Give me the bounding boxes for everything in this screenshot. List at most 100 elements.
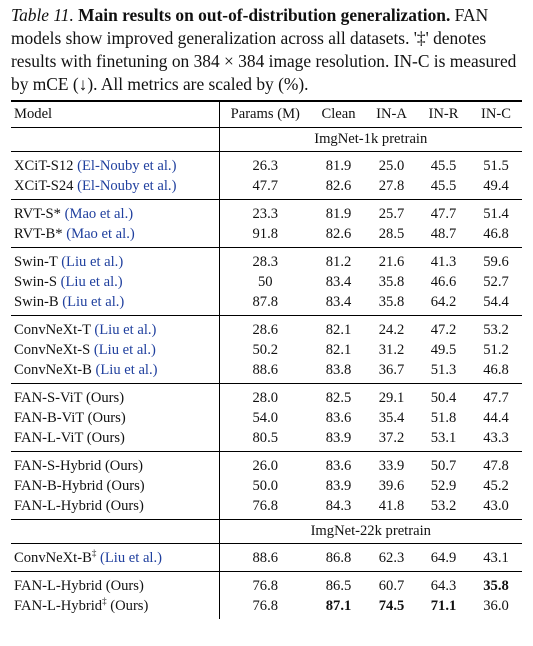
metric-cell: 83.4	[325, 274, 352, 290]
table-row: FAN-L-Hybrid‡ (Ours) 76.8 87.1 74.5 71.1 36.0	[11, 596, 522, 619]
metric-cell: 44.4	[483, 410, 509, 426]
citation-link[interactable]: (El-Nouby et al.)	[77, 158, 177, 174]
table-row: FAN-S-ViT (Ours) 28.0 82.5 29.1 50.4 47.7	[11, 383, 522, 408]
section-header-spacer	[11, 127, 220, 152]
model-name: ConvNeXt-B	[14, 362, 92, 378]
model-cell: ConvNeXt-B (Liu et al.)	[11, 360, 220, 384]
model-name: RVT-S*	[14, 206, 61, 222]
metric-cell: 47.2	[417, 315, 470, 340]
citation-link[interactable]: (Liu et al.)	[95, 362, 158, 378]
model-name: Swin-B	[14, 294, 59, 310]
metric-cell: 80.5	[252, 430, 279, 446]
metric-cell: 82.6	[325, 178, 352, 194]
metric-cell: 36.7	[378, 362, 405, 378]
metric-cell: 82.1	[325, 342, 352, 358]
section-header-label: ImgNet-1k pretrain	[219, 127, 522, 152]
metric-cell: 50.2	[252, 342, 279, 358]
metric-cell: 24.2	[366, 315, 417, 340]
metric-cell: 21.6	[366, 247, 417, 272]
metric-cell: 83.6	[325, 410, 352, 426]
table-row: FAN-B-Hybrid (Ours) 50.0 83.9 39.6 52.9 45.2	[11, 476, 522, 496]
metric-cell: 47.7	[470, 383, 522, 408]
citation-link[interactable]: (Mao et al.)	[66, 226, 135, 242]
model-cell: Swin-B (Liu et al.)	[11, 292, 220, 316]
metric-cell: 28.6	[219, 315, 311, 340]
model-cell: FAN-L-Hybrid‡ (Ours)	[11, 596, 220, 619]
column-header: IN-A	[366, 100, 417, 128]
metric-cell: 35.8	[470, 571, 522, 596]
model-name: ConvNeXt-S	[14, 342, 91, 358]
model-name: Swin-T	[14, 254, 58, 270]
metric-cell: 91.8	[252, 226, 279, 242]
metric-cell: 51.2	[483, 342, 509, 358]
metric-cell: 36.0	[483, 598, 509, 614]
metric-cell: 33.9	[366, 451, 417, 476]
metric-cell: 83.9	[325, 430, 352, 446]
model-name: FAN-L-Hybrid	[14, 598, 103, 614]
citation-link[interactable]: (El-Nouby et al.)	[77, 178, 177, 194]
table-row: ConvNeXt-T (Liu et al.) 28.6 82.1 24.2 47.2 5…	[11, 315, 522, 340]
metric-cell: 29.1	[366, 383, 417, 408]
metric-cell: 50.4	[417, 383, 470, 408]
metric-cell: 27.8	[378, 178, 405, 194]
model-cell: Swin-S (Liu et al.)	[11, 272, 220, 292]
citation-link[interactable]: (Liu et al.)	[60, 274, 123, 290]
metric-cell: 81.2	[311, 247, 366, 272]
metric-cell: 60.7	[366, 571, 417, 596]
metric-cell: 25.0	[366, 151, 417, 176]
metric-cell: 52.9	[430, 478, 457, 494]
column-header: IN-C	[470, 100, 522, 128]
column-header: Clean	[311, 100, 366, 128]
metric-cell: 83.6	[311, 451, 366, 476]
model-cell: RVT-B* (Mao et al.)	[11, 224, 220, 248]
model-cell: FAN-L-Hybrid (Ours)	[11, 571, 220, 596]
table-row: Swin-S (Liu et al.) 50 83.4 35.8 46.6 52.7	[11, 272, 522, 292]
metric-cell: 71.1	[430, 598, 457, 614]
metric-cell: 83.9	[325, 478, 352, 494]
table-row: ConvNeXt-B‡ (Liu et al.) 88.6 86.8 62.3 64.9…	[11, 543, 522, 572]
metric-cell: 84.3	[325, 498, 352, 514]
metric-cell: 87.8	[252, 294, 279, 310]
model-cell: ConvNeXt-S (Liu et al.)	[11, 340, 220, 360]
column-header: IN-R	[417, 100, 470, 128]
citation-link[interactable]: (Liu et al.)	[94, 322, 157, 338]
model-name: XCiT-S12	[14, 158, 74, 174]
metric-cell: 46.8	[483, 362, 509, 378]
metric-cell: 88.6	[252, 362, 279, 378]
metric-cell: 59.6	[470, 247, 522, 272]
caption-label: Table 11.	[11, 5, 74, 25]
metric-cell: 37.2	[378, 430, 405, 446]
model-name: FAN-S-ViT (Ours)	[14, 390, 125, 406]
metric-cell: 54.4	[483, 294, 509, 310]
citation-link[interactable]: (Liu et al.)	[100, 550, 162, 566]
metric-cell: 49.4	[483, 178, 509, 194]
metric-cell: 64.9	[417, 543, 470, 572]
metric-cell: 88.6	[219, 543, 311, 572]
citation-link[interactable]: (Mao et al.)	[64, 206, 134, 222]
metric-cell: 87.1	[325, 598, 352, 614]
model-cell: ConvNeXt-T (Liu et al.)	[11, 315, 220, 340]
citation-link[interactable]: (Liu et al.)	[62, 294, 125, 310]
metric-cell: 51.8	[430, 410, 457, 426]
model-suffix: (Ours)	[106, 598, 149, 614]
metric-cell: 52.7	[483, 274, 509, 290]
citation-link[interactable]: (Liu et al.)	[93, 342, 156, 358]
caption-title: Main results on out-of-distribution gene…	[78, 5, 451, 25]
metric-cell: 82.6	[325, 226, 352, 242]
metric-cell: 76.8	[252, 498, 279, 514]
metric-cell: 50	[257, 274, 273, 290]
metric-cell: 35.8	[378, 274, 405, 290]
metric-cell: 43.1	[470, 543, 522, 572]
metric-cell: 64.3	[417, 571, 470, 596]
section-header-spacer	[11, 519, 220, 544]
model-cell: FAN-B-Hybrid (Ours)	[11, 476, 220, 496]
model-cell: ConvNeXt-B‡ (Liu et al.)	[11, 543, 220, 572]
metric-cell: 53.1	[430, 430, 457, 446]
section-header-row: ImgNet-1k pretrain	[11, 127, 522, 152]
metric-cell: 54.0	[252, 410, 279, 426]
metric-cell: 23.3	[219, 199, 311, 224]
citation-link[interactable]: (Liu et al.)	[61, 254, 124, 270]
table-row: FAN-L-Hybrid (Ours) 76.8 84.3 41.8 53.2 43.0	[11, 496, 522, 520]
model-name: Swin-S	[14, 274, 57, 290]
